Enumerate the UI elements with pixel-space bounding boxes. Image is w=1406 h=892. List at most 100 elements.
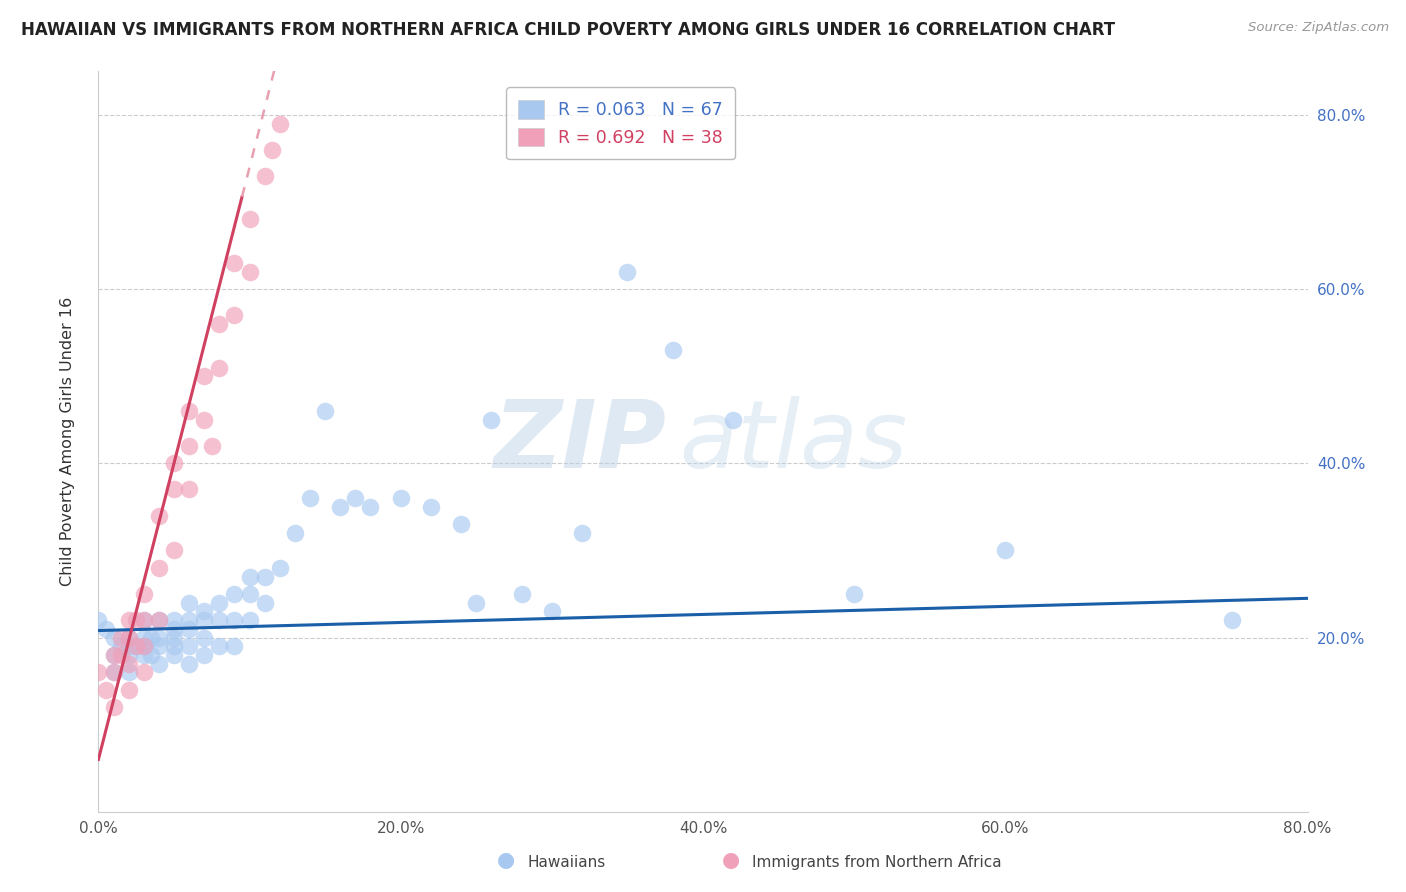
Point <box>132 639 155 653</box>
Point <box>103 648 125 662</box>
Point <box>994 543 1017 558</box>
Point <box>110 639 132 653</box>
Point <box>163 456 186 470</box>
Point <box>179 483 201 497</box>
Point <box>179 657 201 671</box>
Point <box>193 631 215 645</box>
Point <box>118 631 141 645</box>
Point <box>148 613 170 627</box>
Point <box>253 169 276 183</box>
Point <box>239 212 262 227</box>
Point <box>103 631 125 645</box>
Point <box>540 604 562 618</box>
Text: ●: ● <box>723 850 740 870</box>
Point <box>118 639 141 653</box>
Point <box>132 665 155 680</box>
Point <box>148 613 170 627</box>
Point <box>389 491 412 505</box>
Legend: R = 0.063   N = 67, R = 0.692   N = 38: R = 0.063 N = 67, R = 0.692 N = 38 <box>506 87 735 159</box>
Point <box>132 613 155 627</box>
Point <box>125 639 148 653</box>
Point <box>224 308 246 322</box>
Point <box>420 500 443 514</box>
Point <box>179 596 201 610</box>
Point <box>1220 613 1243 627</box>
Point <box>132 613 155 627</box>
Point <box>224 587 246 601</box>
Point <box>284 526 307 541</box>
Point <box>208 639 231 653</box>
Point <box>125 613 148 627</box>
Point <box>163 613 186 627</box>
Point <box>208 360 231 375</box>
Point <box>163 631 186 645</box>
Point <box>163 483 186 497</box>
Point <box>239 613 262 627</box>
Point <box>481 413 503 427</box>
Point <box>125 639 148 653</box>
Point <box>118 682 141 697</box>
Point <box>193 648 215 662</box>
Point <box>141 631 163 645</box>
Point <box>87 665 110 680</box>
Point <box>118 648 141 662</box>
Y-axis label: Child Poverty Among Girls Under 16: Child Poverty Among Girls Under 16 <box>60 297 75 586</box>
Point <box>262 143 284 157</box>
Point <box>661 343 683 357</box>
Point <box>132 639 155 653</box>
Point <box>118 657 141 671</box>
Point <box>94 622 117 636</box>
Point <box>616 265 638 279</box>
Point <box>141 648 163 662</box>
Point <box>208 613 231 627</box>
Point <box>179 622 201 636</box>
Point <box>269 117 291 131</box>
Point <box>163 639 186 653</box>
Point <box>118 631 141 645</box>
Text: Source: ZipAtlas.com: Source: ZipAtlas.com <box>1249 21 1389 34</box>
Point <box>193 413 215 427</box>
Point <box>450 517 472 532</box>
Point <box>132 648 155 662</box>
Point <box>87 613 110 627</box>
Point <box>132 587 155 601</box>
Text: atlas: atlas <box>679 396 907 487</box>
Point <box>148 561 170 575</box>
Point <box>224 256 246 270</box>
Point <box>253 569 276 583</box>
Point <box>208 317 231 331</box>
Point <box>239 587 262 601</box>
Point <box>299 491 322 505</box>
Point <box>329 500 352 514</box>
Point <box>163 622 186 636</box>
Point <box>110 631 132 645</box>
Point <box>148 631 170 645</box>
Point <box>208 596 231 610</box>
Point <box>239 265 262 279</box>
Point <box>118 613 141 627</box>
Point <box>201 439 224 453</box>
Text: Hawaiians: Hawaiians <box>527 855 606 870</box>
Point <box>179 439 201 453</box>
Text: Immigrants from Northern Africa: Immigrants from Northern Africa <box>752 855 1002 870</box>
Text: ZIP: ZIP <box>494 395 666 488</box>
Point <box>103 648 125 662</box>
Point <box>163 543 186 558</box>
Point <box>94 682 117 697</box>
Point <box>148 508 170 523</box>
Point <box>344 491 367 505</box>
Point <box>253 596 276 610</box>
Point <box>844 587 866 601</box>
Point <box>571 526 593 541</box>
Point <box>314 404 336 418</box>
Point <box>118 665 141 680</box>
Point <box>179 639 201 653</box>
Point <box>179 404 201 418</box>
Point <box>239 569 262 583</box>
Text: HAWAIIAN VS IMMIGRANTS FROM NORTHERN AFRICA CHILD POVERTY AMONG GIRLS UNDER 16 C: HAWAIIAN VS IMMIGRANTS FROM NORTHERN AFR… <box>21 21 1115 38</box>
Point <box>193 369 215 384</box>
Point <box>103 665 125 680</box>
Point <box>193 613 215 627</box>
Point <box>360 500 382 514</box>
Point <box>510 587 533 601</box>
